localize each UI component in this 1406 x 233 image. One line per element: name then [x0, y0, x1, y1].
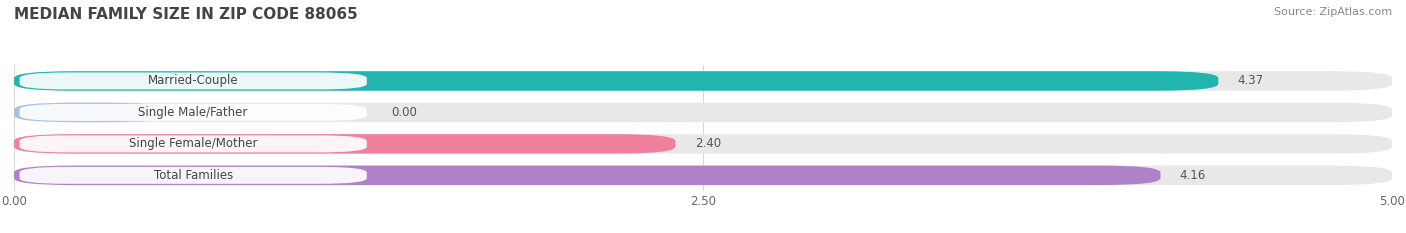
FancyBboxPatch shape — [14, 166, 1160, 185]
FancyBboxPatch shape — [14, 71, 1392, 91]
FancyBboxPatch shape — [20, 167, 367, 184]
FancyBboxPatch shape — [20, 104, 367, 121]
FancyBboxPatch shape — [14, 134, 675, 154]
Text: 4.16: 4.16 — [1180, 169, 1206, 182]
Text: Single Male/Father: Single Male/Father — [139, 106, 247, 119]
FancyBboxPatch shape — [20, 135, 367, 152]
FancyBboxPatch shape — [14, 134, 1392, 154]
Text: 2.40: 2.40 — [695, 137, 721, 150]
Text: Single Female/Mother: Single Female/Mother — [129, 137, 257, 150]
FancyBboxPatch shape — [14, 103, 166, 122]
Text: Total Families: Total Families — [153, 169, 233, 182]
FancyBboxPatch shape — [20, 72, 367, 89]
FancyBboxPatch shape — [14, 103, 1392, 122]
Text: Married-Couple: Married-Couple — [148, 75, 239, 87]
Text: Source: ZipAtlas.com: Source: ZipAtlas.com — [1274, 7, 1392, 17]
Text: 0.00: 0.00 — [392, 106, 418, 119]
Text: MEDIAN FAMILY SIZE IN ZIP CODE 88065: MEDIAN FAMILY SIZE IN ZIP CODE 88065 — [14, 7, 357, 22]
FancyBboxPatch shape — [14, 166, 1392, 185]
FancyBboxPatch shape — [14, 71, 1219, 91]
Text: 4.37: 4.37 — [1237, 75, 1264, 87]
